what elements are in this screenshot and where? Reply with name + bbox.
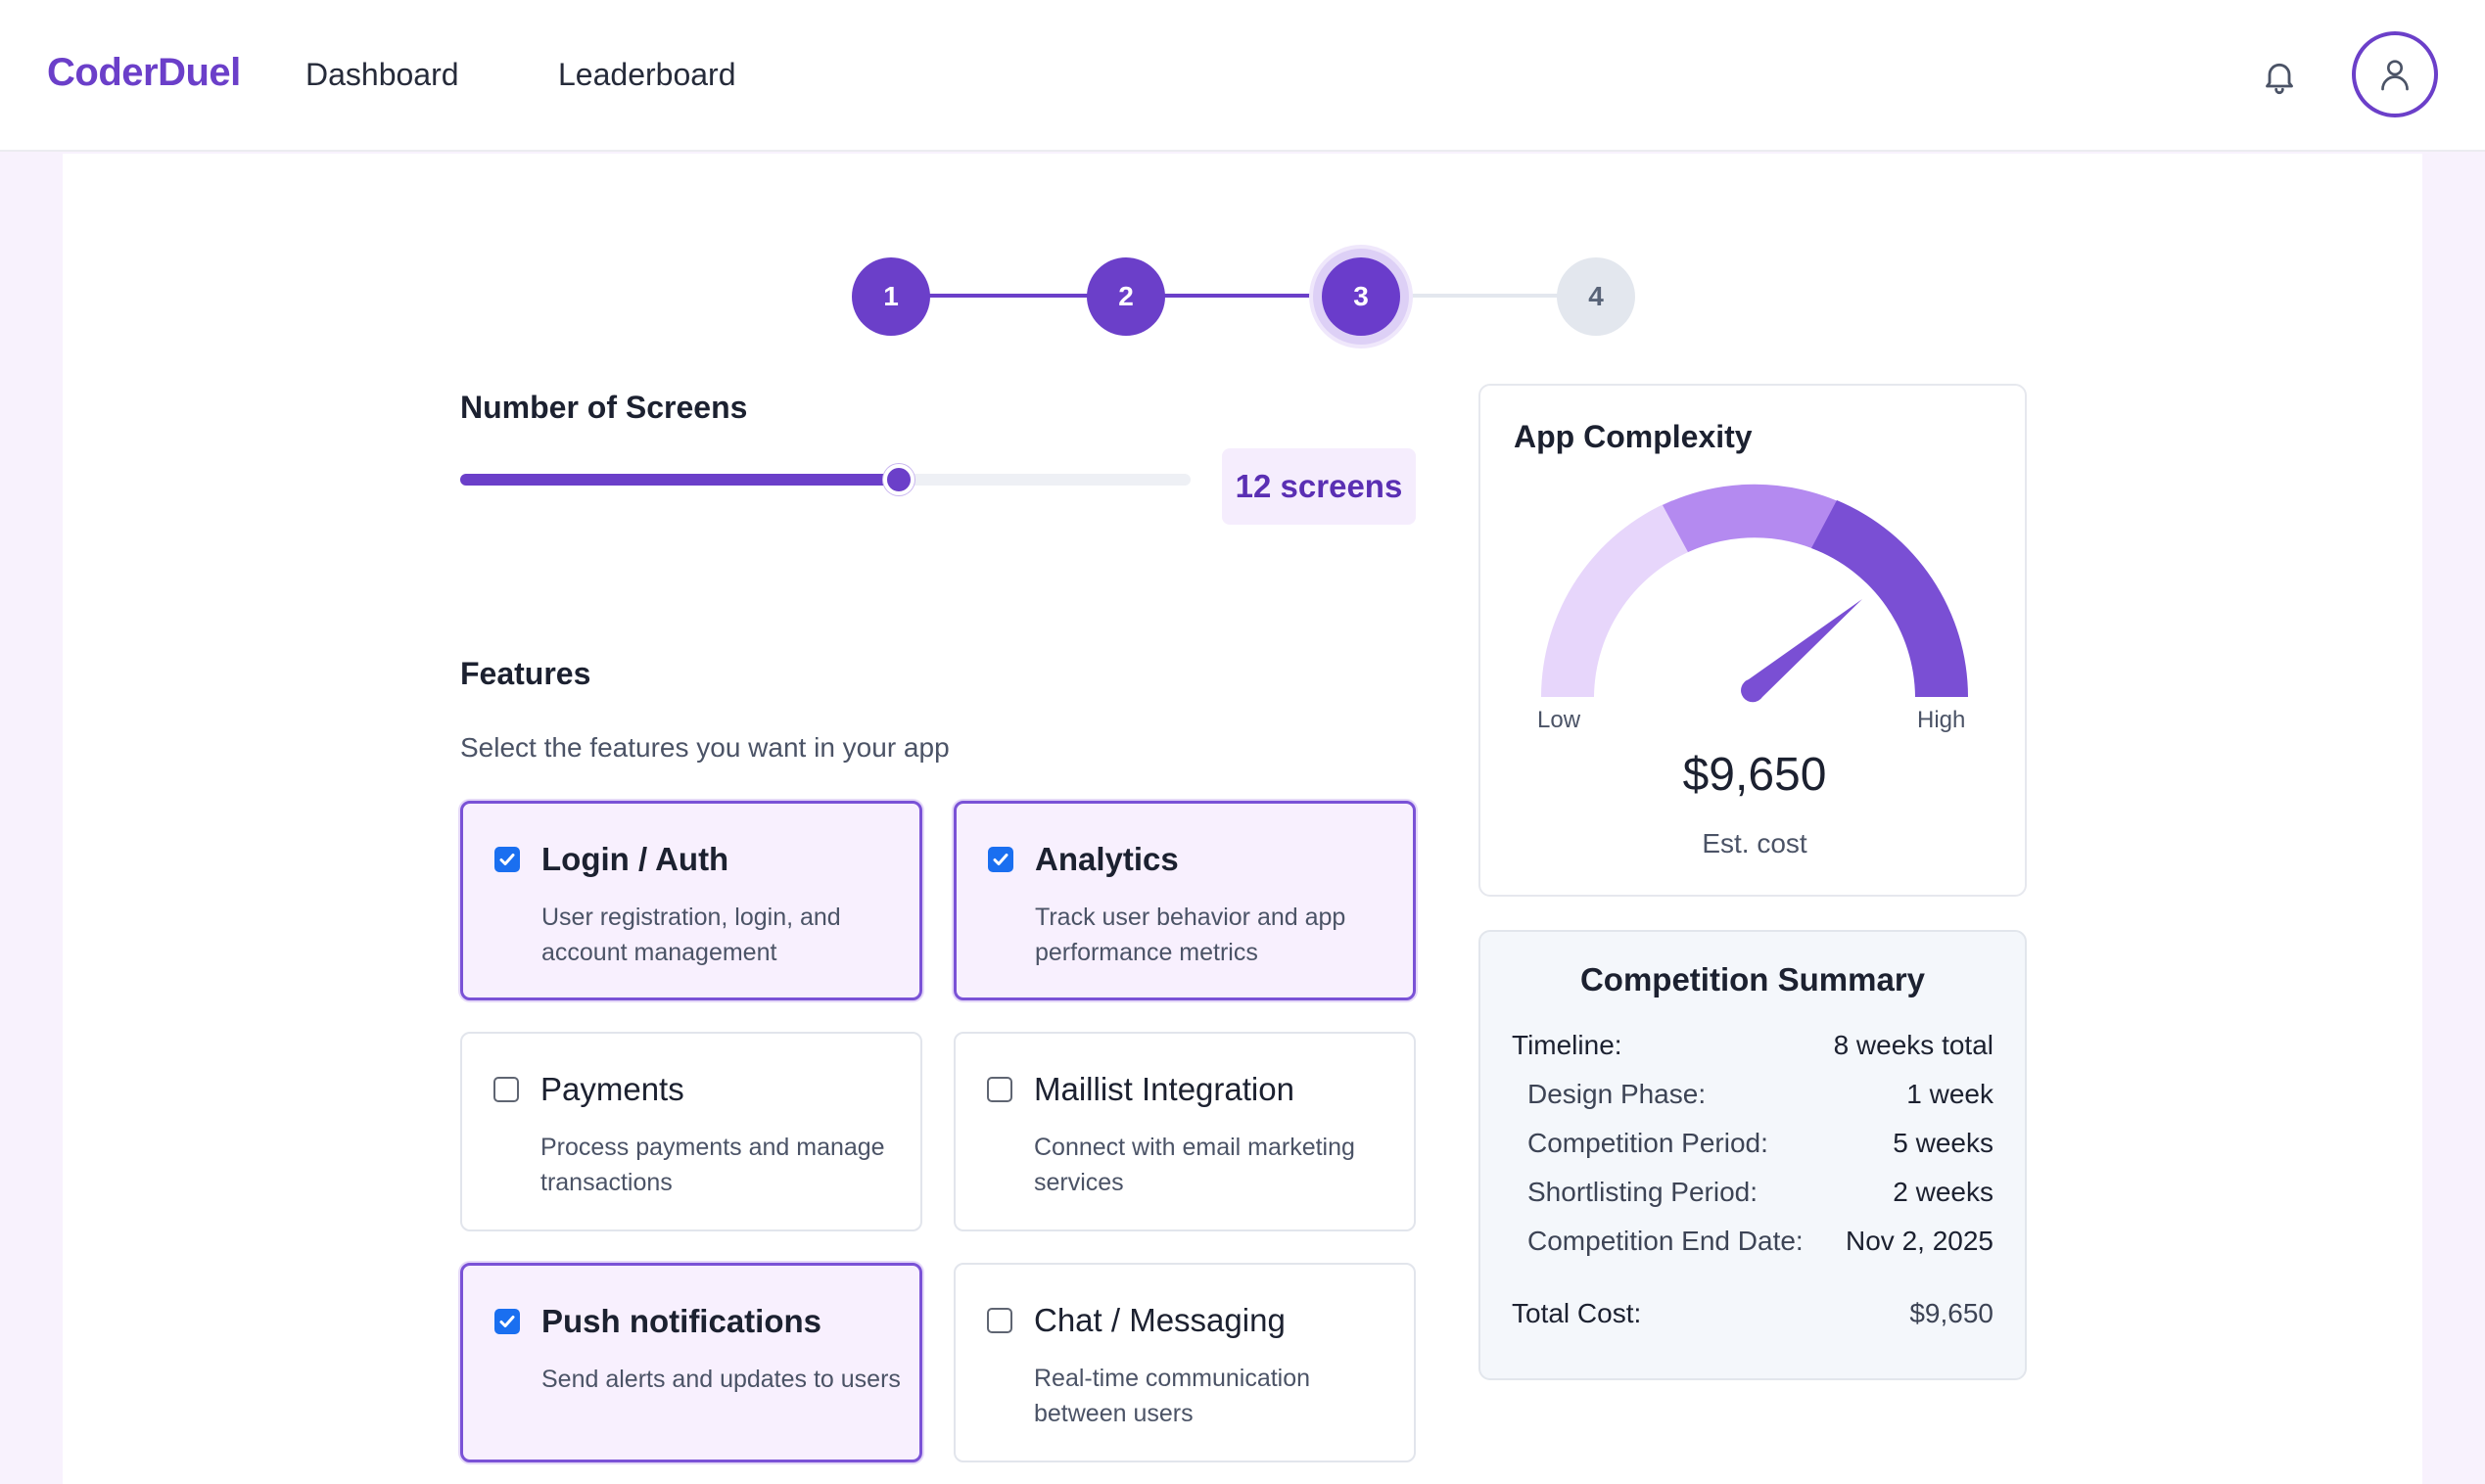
feature-title: Payments [540,1071,684,1107]
feature-title: Maillist Integration [1034,1071,1294,1107]
gauge-segment-high [1811,500,1968,697]
nav-leaderboard[interactable]: Leaderboard [558,57,736,92]
summary-row-label: Competition End Date: [1527,1226,1804,1256]
summary-title: Competition Summary [1579,961,1926,997]
bell-icon[interactable] [2260,57,2299,96]
complexity-gauge [1541,484,1968,703]
gauge-high-label: High [1917,707,1966,733]
feature-checkbox[interactable] [988,847,1013,872]
summary-row-label: Design Phase: [1527,1079,1707,1109]
stepper-connector [1163,294,1322,298]
feature-description: User registration, login, and account ma… [541,904,841,966]
competition-summary-card: Competition Summary Timeline: 8 weeks to… [1478,930,2027,1380]
step-4[interactable]: 4 [1557,257,1635,336]
app-complexity-card: App Complexity Low High $9,650 Est. cost [1478,384,2027,897]
feature-description: Process payments and manage transactions [540,1134,885,1196]
user-icon [2381,60,2409,91]
complexity-title: App Complexity [1514,419,1753,454]
total-cost-row: Total Cost: $9,650 [1512,1298,1993,1329]
top-navbar: CoderDuel Dashboard Leaderboard [0,0,2485,152]
feature-description: Send alerts and updates to users [541,1366,901,1393]
screens-title: Number of Screens [460,390,748,425]
feature-title: Push notifications [541,1303,822,1339]
gauge-segment-mid [1663,484,1847,552]
slider-thumb[interactable] [882,464,914,495]
brand-logo[interactable]: CoderDuel [47,51,241,94]
screens-count-badge: 12 screens [1222,448,1416,525]
step-3[interactable]: 3 [1322,257,1400,336]
summary-row-shortlisting: Shortlisting Period: 2 weeks [1527,1177,1993,1208]
feature-checkbox[interactable] [494,1309,520,1334]
gauge-needle [1741,599,1862,703]
user-avatar-button[interactable] [2352,31,2438,117]
checkmark-icon [499,854,515,865]
feature-card-analytics[interactable]: Analytics Track user behavior and app per… [954,801,1416,1000]
summary-row-competition: Competition Period: 5 weeks [1527,1128,1993,1159]
stepper-connector [1398,294,1559,298]
total-cost-value: $9,650 [1909,1298,1993,1328]
feature-card-login-auth[interactable]: Login / Auth User registration, login, an… [460,801,922,1000]
feature-checkbox[interactable] [494,847,520,872]
feature-card-maillist[interactable]: Maillist Integration Connect with email m… [954,1032,1416,1231]
summary-row-value: 2 weeks [1893,1177,1993,1207]
feature-title: Login / Auth [541,841,729,877]
nav-dashboard[interactable]: Dashboard [305,57,459,92]
step-1[interactable]: 1 [852,257,930,336]
timeline-label: Timeline: [1512,1030,1622,1060]
stepper-connector [928,294,1089,298]
gauge-segment-low [1541,500,1698,697]
feature-card-chat-messaging[interactable]: Chat / Messaging Real-time communication … [954,1263,1416,1462]
summary-row-value: Nov 2, 2025 [1846,1226,1993,1256]
feature-title: Analytics [1035,841,1179,877]
feature-card-payments[interactable]: Payments Process payments and manage tran… [460,1032,922,1231]
feature-description: Real-time communication between users [1034,1365,1311,1427]
summary-row-label: Competition Period: [1527,1128,1768,1158]
summary-row-end-date: Competition End Date: Nov 2, 2025 [1527,1226,1993,1257]
total-cost-label: Total Cost: [1512,1298,1642,1328]
summary-row-label: Shortlisting Period: [1527,1177,1758,1207]
summary-row-value: 1 week [1906,1079,1993,1109]
summary-row-design: Design Phase: 1 week [1527,1079,1993,1110]
screens-slider[interactable] [460,464,1191,495]
features-title: Features [460,656,591,691]
estimated-cost-label: Est. cost [1702,828,1807,858]
step-2[interactable]: 2 [1087,257,1165,336]
feature-checkbox[interactable] [987,1308,1012,1333]
feature-checkbox[interactable] [493,1077,519,1102]
summary-row-value: 5 weeks [1893,1128,1993,1158]
feature-description: Connect with email marketing services [1034,1134,1355,1196]
feature-title: Chat / Messaging [1034,1302,1286,1338]
feature-description: Track user behavior and app performance … [1035,904,1346,966]
timeline-value: 8 weeks total [1833,1030,1993,1060]
checkmark-icon [499,1316,515,1327]
feature-card-push-notifications[interactable]: Push notifications Send alerts and update… [460,1263,922,1462]
checkmark-icon [993,854,1008,865]
timeline-row: Timeline: 8 weeks total [1512,1030,1993,1061]
estimated-cost-value: $9,650 [1682,749,1827,801]
feature-checkbox[interactable] [987,1077,1012,1102]
gauge-low-label: Low [1537,707,1581,733]
slider-fill [460,474,899,486]
features-subtitle: Select the features you want in your app [460,732,950,763]
